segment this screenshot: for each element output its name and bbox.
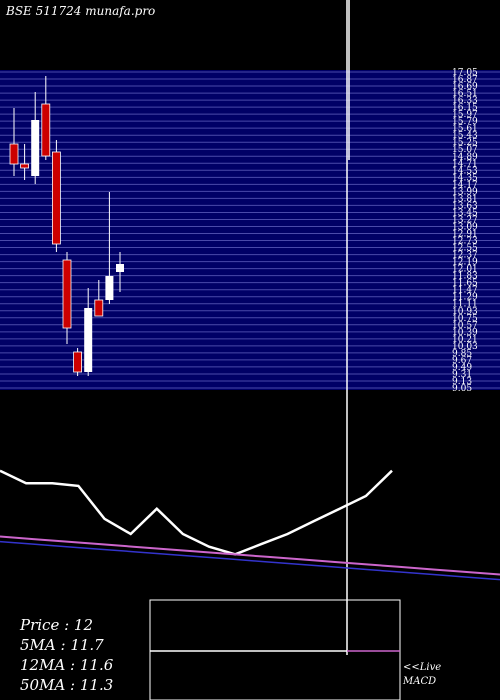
y-tick-label: 15.43: [452, 131, 478, 141]
y-tick-label: 12.19: [452, 258, 478, 268]
y-tick-label: 12.37: [452, 251, 478, 261]
ma-line-1: [0, 535, 500, 576]
y-tick-label: 15.07: [452, 145, 478, 155]
y-tick-label: 11.83: [452, 272, 478, 282]
y-tick-label: 11.47: [452, 286, 478, 296]
y-tick-label: 13.99: [452, 187, 478, 197]
y-tick-label: 16.51: [452, 89, 478, 99]
y-tick-label: 17.05: [452, 68, 478, 78]
y-tick-label: 12.91: [452, 230, 478, 240]
legend-12ma: 12MA : 11.6: [20, 656, 114, 674]
y-tick-label: 16.15: [452, 103, 478, 113]
candle-down: [41, 103, 51, 157]
candle-down: [52, 151, 61, 245]
y-tick-label: 13.63: [452, 201, 478, 211]
candle-down: [20, 163, 30, 169]
y-tick-label: 13.81: [452, 194, 478, 204]
y-tick-label: 10.57: [452, 321, 478, 331]
y-tick-label: 11.29: [452, 293, 478, 303]
legend-50ma: 50MA : 11.3: [20, 676, 113, 694]
candle-down: [73, 351, 82, 373]
candle-down: [9, 143, 19, 165]
legend-price: Price : 12: [19, 616, 93, 634]
macd-title-label: MACD: [402, 676, 436, 687]
y-tick-label: 9.13: [452, 377, 472, 387]
y-tick-label: 12.55: [452, 244, 478, 254]
moving-average-lines: [0, 469, 500, 581]
y-tick-label: 13.09: [452, 222, 478, 232]
y-tick-label: 11.65: [452, 279, 478, 289]
y-tick-label: 16.69: [452, 82, 478, 92]
y-tick-label: 14.53: [452, 166, 478, 176]
y-tick-label: 14.17: [452, 180, 478, 190]
y-tick-label: 10.21: [452, 335, 478, 345]
candle-down: [62, 259, 72, 329]
y-tick-label: 11.11: [452, 300, 478, 310]
candlestick-series: [9, 76, 124, 376]
y-tick-label: 16.87: [452, 75, 478, 85]
candle-up: [84, 308, 93, 372]
y-tick-label: 10.75: [452, 314, 478, 324]
y-tick-label: 15.61: [452, 124, 478, 134]
y-tick-label: 15.97: [452, 110, 478, 120]
legend-5ma: 5MA : 11.7: [20, 636, 104, 654]
y-tick-label: 16.33: [452, 96, 478, 106]
y-tick-label: 9.31: [452, 370, 472, 380]
y-tick-label: 12.01: [452, 265, 478, 275]
candle-up: [116, 264, 124, 272]
y-tick-label: 13.45: [452, 208, 478, 218]
y-axis-tick-labels: 17.0516.8716.6916.5116.3316.1515.9715.79…: [452, 68, 478, 394]
chart-title: BSE 511724 munafa.pro: [5, 4, 155, 18]
y-tick-label: 10.93: [452, 307, 478, 317]
y-tick-label: 14.71: [452, 159, 478, 169]
y-tick-label: 14.89: [452, 152, 478, 162]
candle-down: [94, 299, 104, 317]
price-band: [0, 70, 500, 390]
y-tick-label: 9.05: [452, 384, 472, 394]
y-tick-label: 10.39: [452, 328, 478, 338]
y-tick-label: 9.49: [452, 363, 472, 373]
ma-line-2: [0, 540, 500, 581]
y-tick-label: 9.67: [452, 356, 472, 366]
y-tick-label: 14.35: [452, 173, 478, 183]
candle-up: [105, 276, 114, 300]
y-tick-label: 9.85: [452, 349, 472, 359]
macd-live-label: <<Live: [403, 662, 441, 673]
y-tick-label: 15.25: [452, 138, 478, 148]
candle-up: [31, 120, 40, 176]
y-tick-label: 12.73: [452, 237, 478, 247]
y-tick-label: 10.03: [452, 342, 478, 352]
price-band-gridlines: [0, 71, 500, 389]
ma-line-0: [0, 469, 393, 556]
macd-box: [149, 599, 401, 700]
y-tick-label: 13.27: [452, 215, 478, 225]
y-tick-label: 15.79: [452, 117, 478, 127]
